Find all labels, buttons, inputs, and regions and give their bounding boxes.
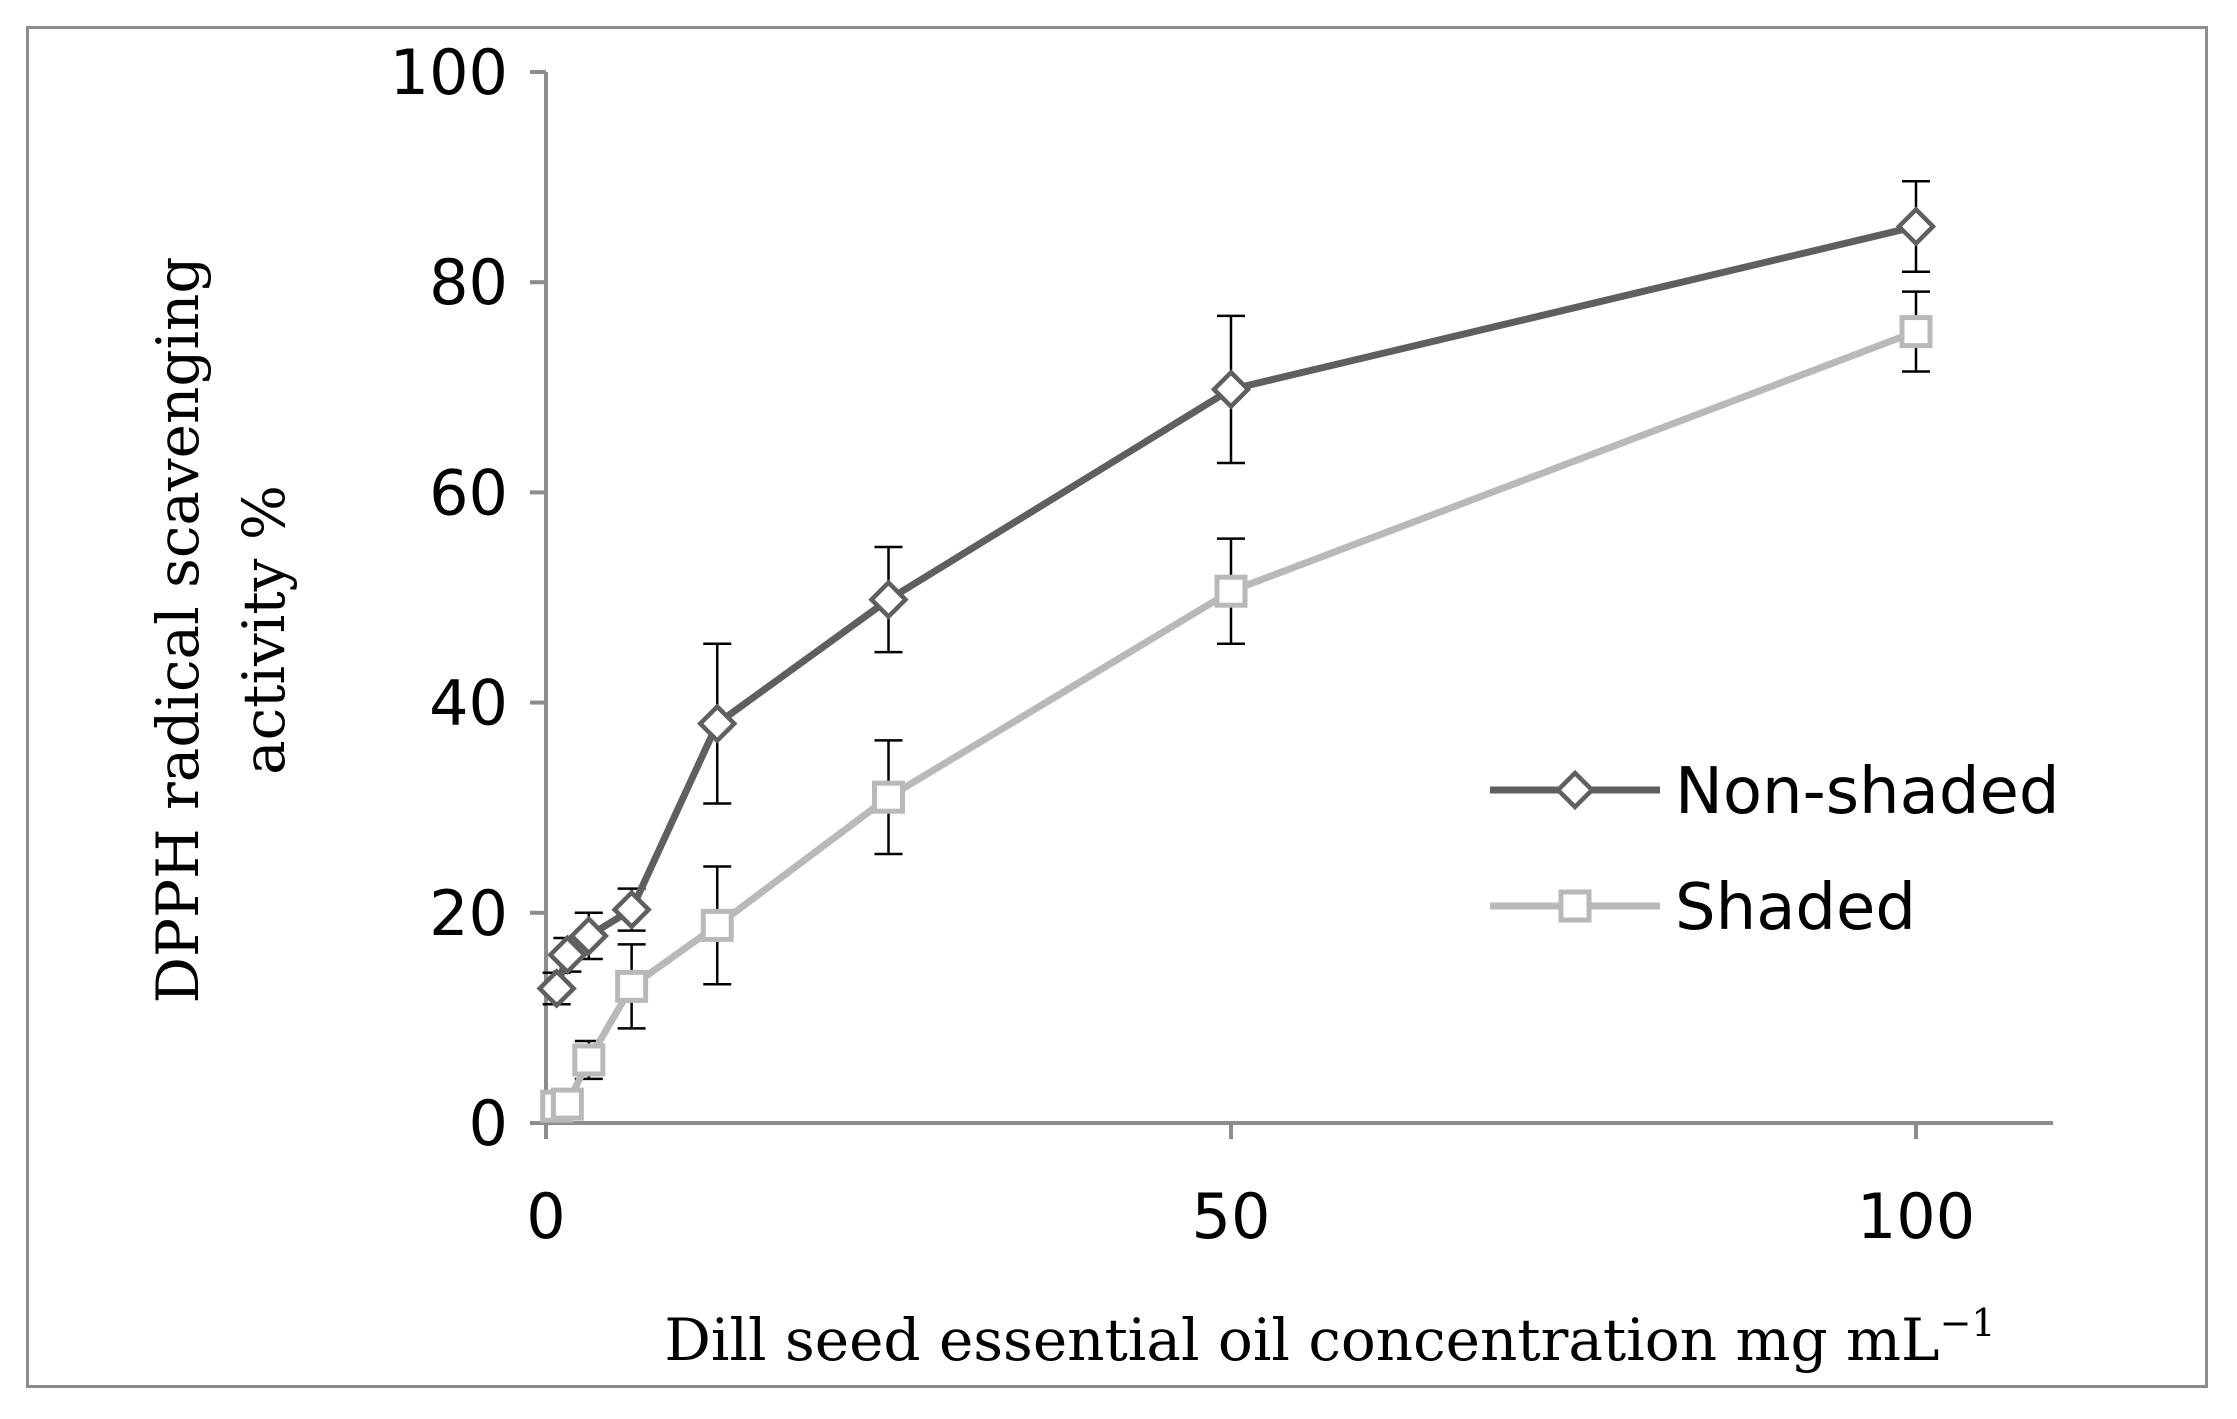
x-axis-title: Dill seed essential oil concentration mg… [664, 1301, 1995, 1374]
y-tick-label: 60 [429, 456, 508, 529]
error-bars [542, 180, 1930, 1116]
shaded-point [1899, 315, 1933, 349]
x-tick-label: 50 [1192, 1180, 1271, 1253]
non-shaded-point [568, 915, 609, 957]
y-tick-label: 20 [429, 877, 508, 950]
shaded-point [1214, 574, 1248, 608]
y-tick-label: 40 [429, 667, 508, 740]
y-axis-title-line1: DPPH radical scavenging [144, 256, 212, 1003]
y-axis-title-line2: activity % [230, 485, 298, 775]
non-shaded-point [547, 934, 588, 976]
non-shaded-point [868, 579, 909, 620]
legend-label-non-shaded: Non-shaded [1675, 755, 2059, 829]
x-tick-label: 0 [526, 1180, 565, 1253]
shaded-point [572, 1043, 606, 1077]
non-shaded-point [697, 703, 738, 744]
y-tick-label: 80 [429, 246, 508, 319]
series-lines [536, 206, 1937, 1123]
legend-label-shaded: Shaded [1675, 871, 1916, 945]
chart-frame [26, 26, 2208, 1388]
shaded-point [872, 780, 905, 814]
legend: Non-shaded Shaded [1490, 755, 2059, 945]
shaded-point [615, 969, 649, 1003]
legend-marker-shaded [1558, 889, 1592, 923]
non-shaded-point [536, 968, 577, 1009]
shaded-line [556, 328, 1918, 1110]
shaded-point [550, 1087, 584, 1121]
non-shaded-point [1895, 206, 1937, 247]
tick-labels: 0 20 40 60 80 100 0 50 100 [390, 36, 1976, 1253]
y-tick-label: 100 [390, 36, 508, 109]
legend-marker-non-shaded [1554, 769, 1596, 811]
non-shaded-point [1210, 369, 1252, 410]
x-tick-label: 100 [1857, 1180, 1975, 1253]
y-tick-label: 0 [469, 1087, 508, 1160]
shaded-point [700, 908, 734, 942]
x-axis-title-superscript: −1 [1940, 1301, 1996, 1345]
axes [530, 70, 2053, 1139]
non-shaded-point [611, 889, 652, 930]
